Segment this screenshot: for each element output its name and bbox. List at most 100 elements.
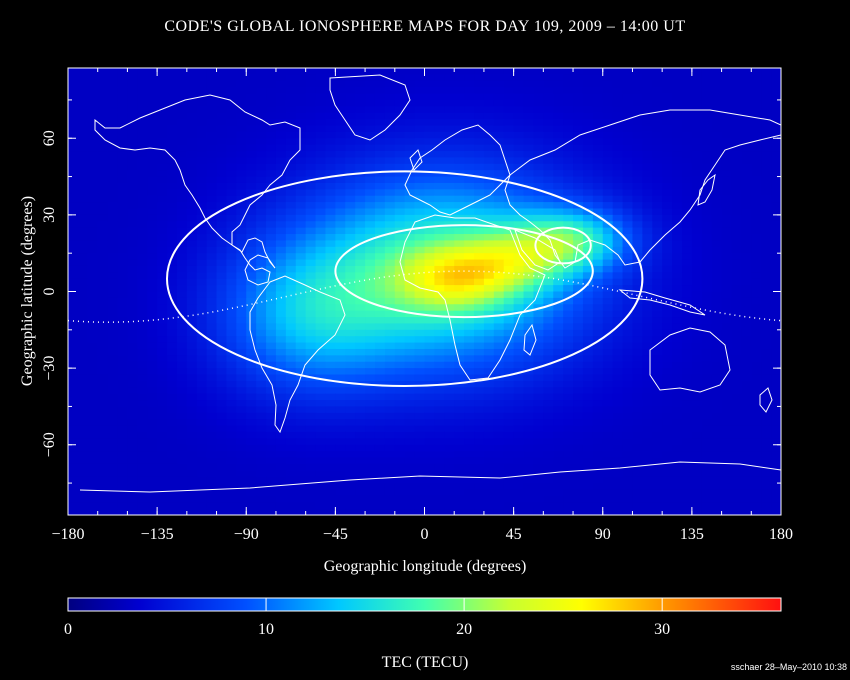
heatmap-cell: [701, 202, 713, 210]
heatmap-cell: [374, 348, 386, 356]
heatmap-cell: [404, 387, 416, 395]
heatmap-cell: [196, 125, 208, 133]
heatmap-cell: [563, 374, 574, 382]
heatmap-cell: [404, 131, 416, 139]
heatmap-cell: [454, 112, 465, 120]
heatmap-cell: [434, 412, 445, 420]
heatmap-cell: [672, 285, 683, 293]
heatmap-cell: [127, 227, 138, 235]
heatmap-cell: [355, 438, 366, 446]
heatmap-cell: [285, 297, 297, 305]
heatmap-cell: [573, 106, 584, 114]
heatmap-cell: [315, 495, 327, 503]
heatmap-cell: [474, 272, 485, 280]
heatmap-cell: [701, 246, 713, 254]
heatmap-cell: [573, 163, 584, 171]
heatmap-cell: [741, 291, 752, 299]
heatmap-cell: [414, 361, 426, 369]
heatmap-cell: [414, 368, 426, 376]
heatmap-cell: [176, 182, 188, 190]
heatmap-cell: [68, 348, 79, 356]
heatmap-cell: [563, 234, 574, 242]
heatmap-cell: [97, 348, 109, 356]
heatmap-cell: [127, 444, 138, 452]
heatmap-cell: [137, 131, 148, 139]
heatmap-cell: [493, 476, 505, 484]
heatmap-cell: [503, 317, 515, 325]
heatmap-cell: [137, 361, 148, 369]
heatmap-cell: [404, 221, 416, 229]
heatmap-cell: [622, 457, 634, 465]
heatmap-cell: [444, 387, 455, 395]
heatmap-cell: [424, 329, 435, 337]
heatmap-cell: [731, 265, 742, 273]
heatmap-cell: [246, 310, 257, 318]
heatmap-cell: [761, 182, 772, 190]
heatmap-cell: [622, 412, 634, 420]
heatmap-cell: [582, 144, 594, 152]
heatmap-cell: [513, 355, 525, 363]
heatmap-cell: [424, 106, 435, 114]
heatmap-cell: [87, 265, 99, 273]
heatmap-cell: [355, 483, 366, 491]
heatmap-cell: [503, 87, 515, 95]
heatmap-cell: [543, 125, 554, 133]
heatmap-cell: [325, 368, 336, 376]
heatmap-cell: [751, 170, 762, 178]
heatmap-cell: [632, 189, 643, 197]
heatmap-cell: [543, 138, 554, 146]
heatmap-cell: [563, 317, 574, 325]
heatmap-cell: [553, 361, 564, 369]
heatmap-cell: [513, 202, 525, 210]
heatmap-cell: [602, 195, 614, 203]
heatmap-cell: [157, 272, 168, 280]
heatmap-cell: [681, 87, 693, 95]
heatmap-cell: [662, 151, 673, 158]
heatmap-cell: [652, 106, 663, 114]
heatmap-cell: [503, 253, 515, 261]
heatmap-cell: [573, 80, 584, 88]
heatmap-cell: [741, 476, 752, 484]
heatmap-cell: [563, 368, 574, 376]
heatmap-cell: [771, 431, 781, 439]
heatmap-cell: [741, 278, 752, 286]
heatmap-cell: [563, 495, 574, 503]
heatmap-cell: [414, 297, 426, 305]
heatmap-cell: [711, 157, 723, 165]
heatmap-cell: [662, 253, 673, 261]
heatmap-cell: [404, 323, 416, 331]
heatmap-cell: [384, 368, 396, 376]
heatmap-cell: [741, 329, 752, 337]
heatmap-cell: [483, 406, 495, 414]
heatmap-cell: [771, 336, 781, 344]
heatmap-cell: [602, 234, 614, 242]
heatmap-cell: [731, 463, 742, 471]
heatmap-cell: [464, 253, 475, 261]
heatmap-cell: [266, 400, 277, 408]
heatmap-cell: [246, 246, 257, 254]
heatmap-cell: [246, 221, 257, 229]
heatmap-cell: [365, 138, 376, 146]
heatmap-cell: [335, 419, 346, 427]
heatmap-cell: [582, 329, 594, 337]
heatmap-cell: [256, 451, 267, 459]
heatmap-cell: [236, 93, 247, 101]
heatmap-cell: [117, 342, 129, 350]
heatmap-cell: [236, 253, 247, 261]
heatmap-cell: [741, 310, 752, 318]
heatmap-cell: [533, 68, 544, 75]
heatmap-cell: [444, 355, 455, 363]
heatmap-cell: [68, 227, 79, 235]
heatmap-cell: [632, 368, 643, 376]
heatmap-cell: [592, 400, 604, 408]
heatmap-cell: [771, 80, 781, 88]
heatmap-cell: [721, 246, 733, 254]
heatmap-cell: [721, 374, 733, 382]
heatmap-cell: [642, 329, 653, 337]
heatmap-cell: [513, 151, 525, 158]
heatmap-cell: [602, 214, 614, 222]
heatmap-cell: [691, 253, 703, 261]
heatmap-cell: [147, 208, 158, 216]
heatmap-cell: [196, 80, 208, 88]
heatmap-cell: [355, 336, 366, 344]
